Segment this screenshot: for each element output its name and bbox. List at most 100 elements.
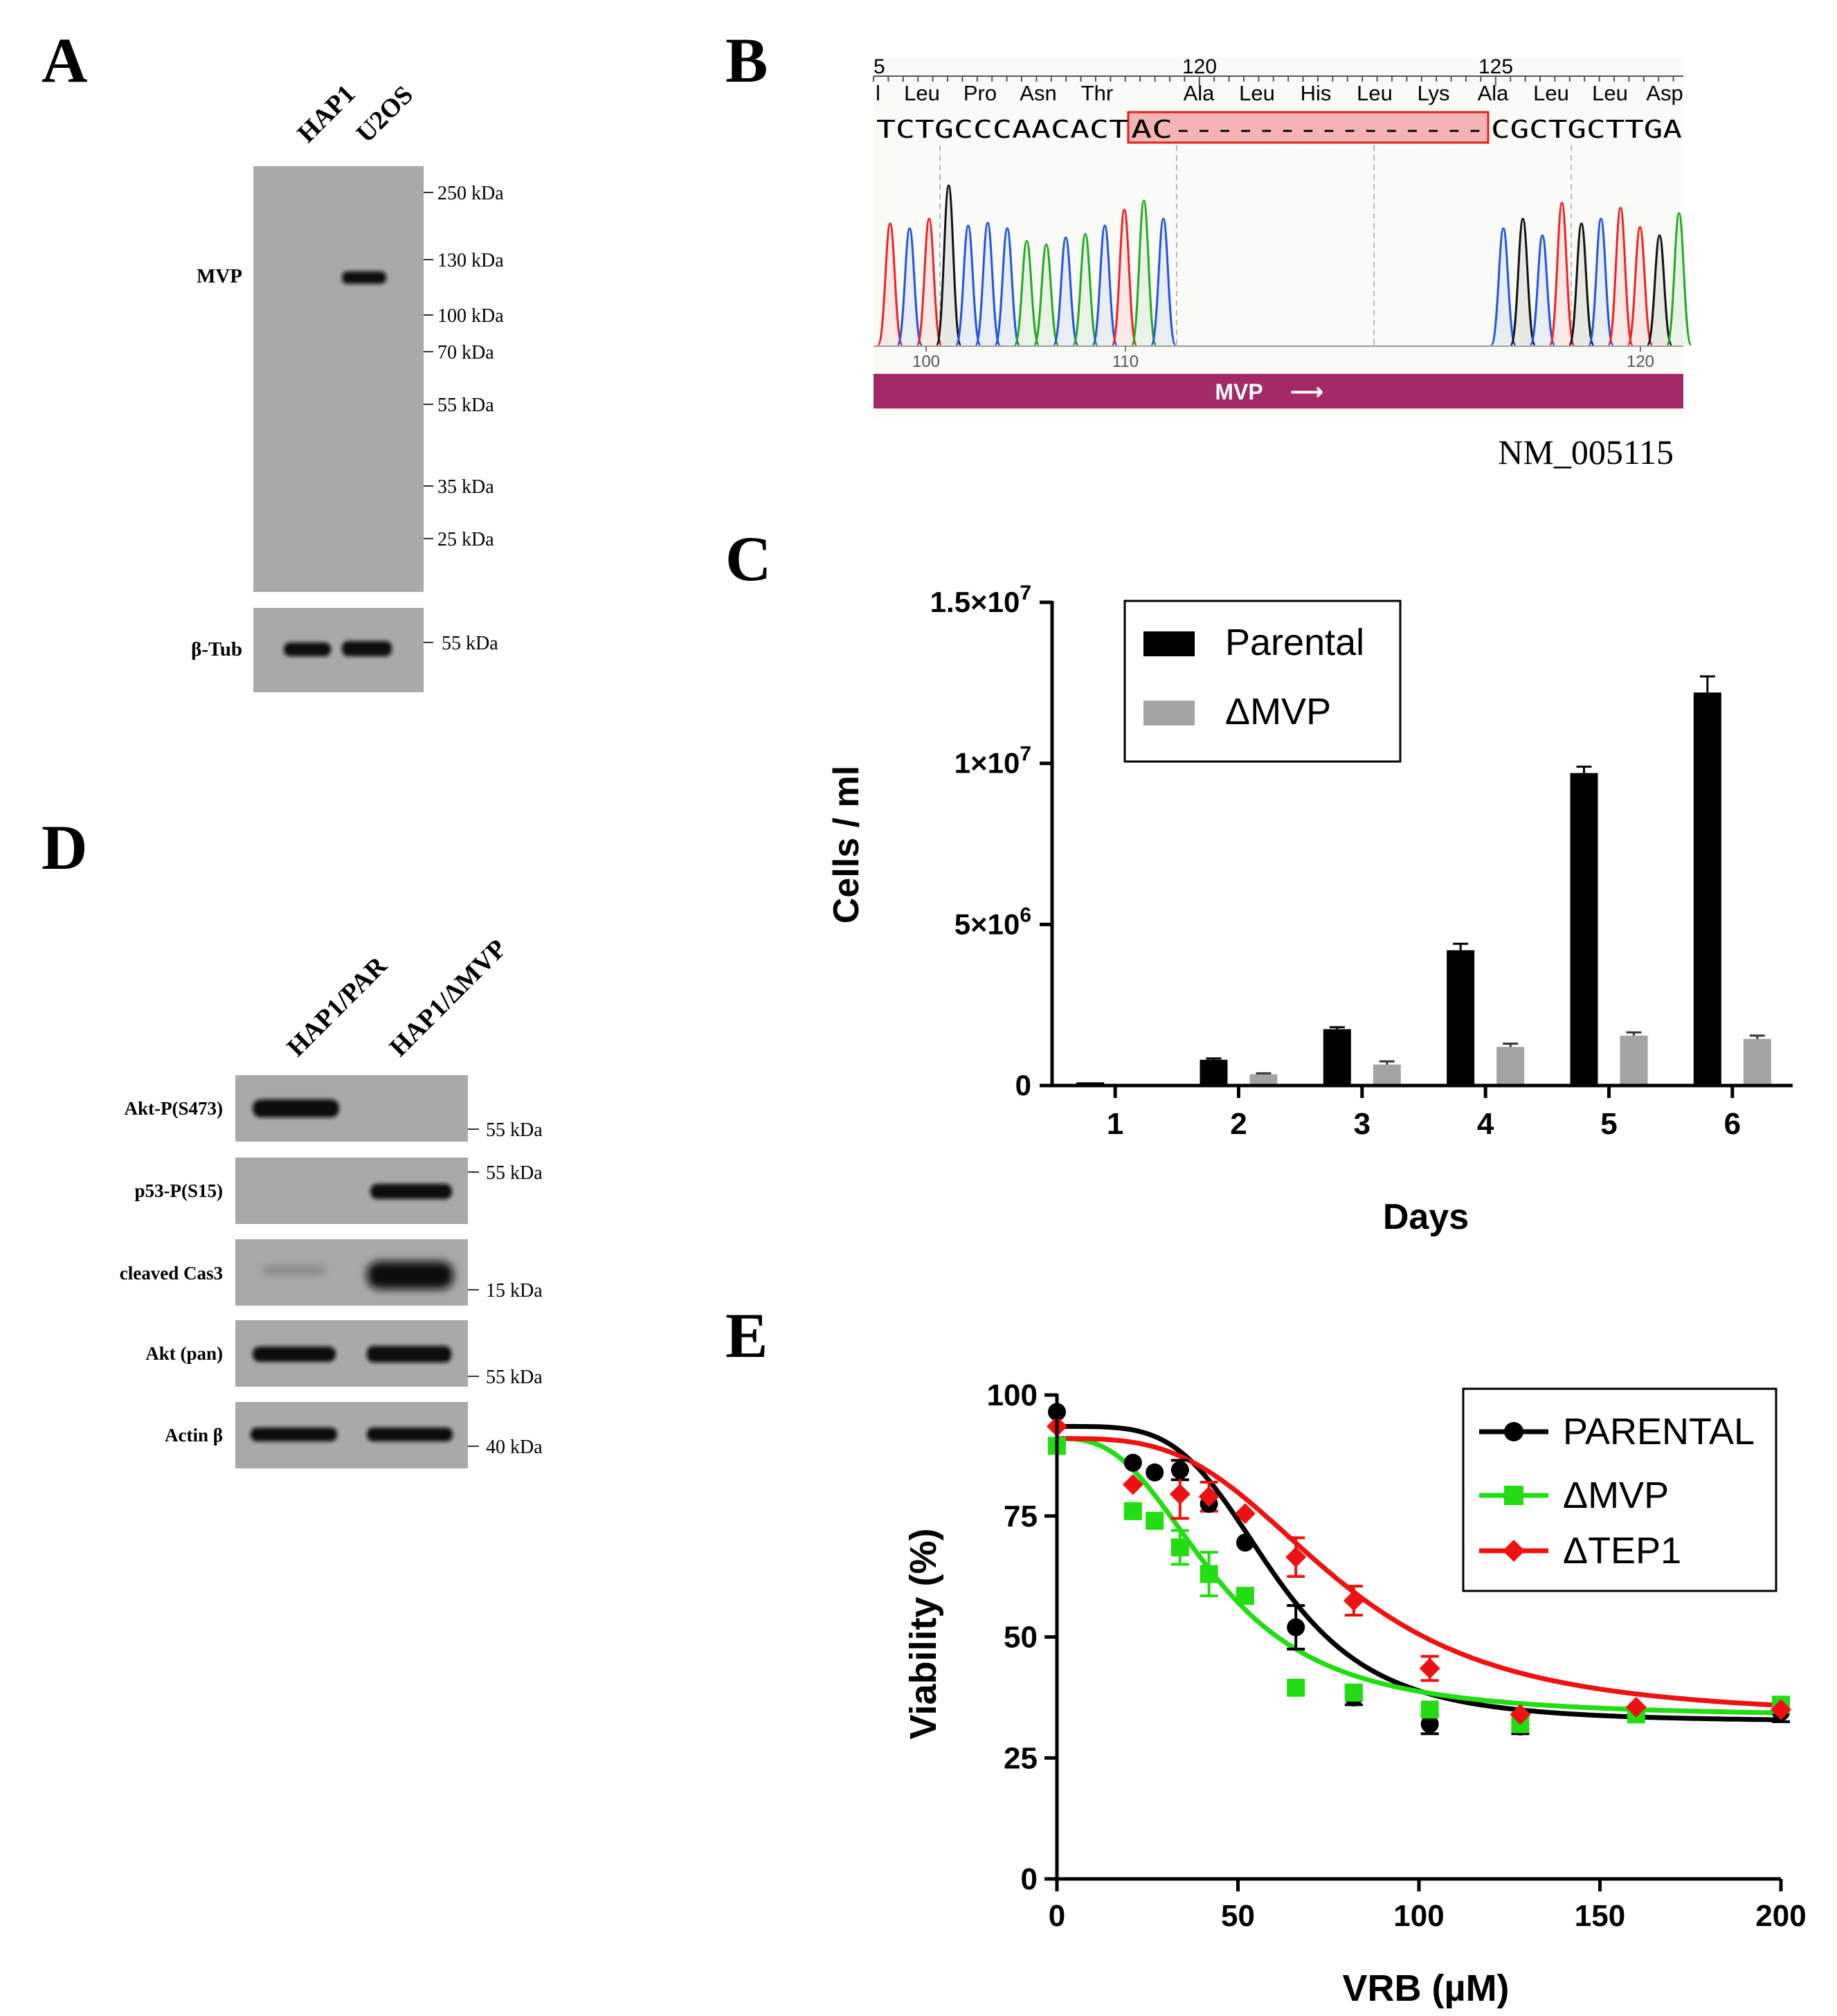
- amino-acid: His: [1301, 81, 1332, 105]
- trace-tick-110: 110: [1112, 352, 1139, 371]
- amino-acid: Pro: [963, 81, 997, 105]
- chart-c-y-tick-label: 0: [1015, 1069, 1031, 1101]
- amino-acid: Thr: [1081, 81, 1114, 105]
- blot-membrane-main: [253, 166, 424, 592]
- point-parental: [1287, 1618, 1305, 1637]
- panel-a-blot: HAP1 U2OS MVP β-Tub 250 kDa 130 kDa 100 kD…: [191, 80, 504, 692]
- trace-peak: [975, 222, 1001, 346]
- amino-acid: Leu: [904, 81, 940, 105]
- chart-c-bars: [1076, 692, 1771, 1086]
- trace-peak: [935, 184, 962, 346]
- chart-c-axes: [1050, 601, 1793, 1088]
- point-dmvp: [1146, 1511, 1164, 1530]
- dashed-guides: [939, 145, 1572, 346]
- marker-label-a: 100 kDa: [437, 305, 504, 327]
- trace-peak: [1529, 234, 1556, 346]
- point-dtep1: [1234, 1503, 1256, 1524]
- amino-acid: Ala: [1478, 81, 1510, 105]
- trace-peak: [954, 224, 981, 346]
- trace-peak: [1646, 234, 1673, 346]
- amino-acid: Leu: [1239, 81, 1275, 105]
- panel-letter-b: B: [725, 25, 768, 96]
- trace-peak: [1665, 212, 1692, 346]
- band-akt-pan-dmvp: [367, 1346, 451, 1362]
- panel-letter-e: E: [725, 1300, 768, 1371]
- chart-e-x-tick-label: 150: [1575, 1899, 1625, 1933]
- bar-parental-day4: [1447, 950, 1475, 1086]
- amino-acid: Ala: [1184, 81, 1215, 105]
- chart-c-x-tick-label: 6: [1724, 1107, 1741, 1141]
- marker-label-a: 250 kDa: [437, 183, 504, 204]
- band-cas3-dmvp: [367, 1261, 453, 1289]
- chart-e-x-tick-label: 50: [1221, 1899, 1255, 1933]
- point-dtep1: [1510, 1704, 1531, 1725]
- chart-c-x-tick-label: 4: [1477, 1107, 1494, 1141]
- point-parental: [1146, 1463, 1164, 1482]
- chart-e-fit-curves: [1057, 1423, 1782, 1722]
- row-label-p53-p: p53-P(S15): [135, 1180, 224, 1201]
- protein-label-mvp: MVP: [197, 265, 242, 287]
- point-dmvp: [1287, 1678, 1305, 1697]
- ruler-number-5: 5: [874, 55, 885, 78]
- bar-dmvp-day4: [1496, 1047, 1525, 1086]
- chart-c-ylabel: Cells / ml: [826, 766, 867, 924]
- point-dtep1: [1285, 1547, 1307, 1568]
- chart-c-y-tick-label: 1.5×107: [930, 582, 1031, 618]
- band-actin-par: [251, 1428, 337, 1441]
- ruler-number-120: 120: [1182, 55, 1217, 78]
- chart-e-y-tick-label: 0: [1021, 1862, 1038, 1896]
- trace-peak: [1111, 208, 1138, 346]
- band-cas3-par-faint: [263, 1267, 325, 1274]
- chart-e-x-tick-label: 0: [1049, 1899, 1065, 1933]
- amino-acid: Lys: [1417, 81, 1449, 105]
- lane-label-hap1-dmvp: HAP1/ΔMVP: [384, 934, 512, 1062]
- trace-peak: [1627, 226, 1654, 346]
- chart-e-y-tick-label: 100: [987, 1378, 1038, 1412]
- legend-swatch-parental: [1143, 631, 1195, 656]
- band-akt-p-par: [253, 1099, 339, 1117]
- trace-ticks: [925, 346, 1641, 352]
- bar-parental-day5: [1570, 773, 1598, 1086]
- ruler-ticks: [873, 76, 1674, 86]
- chart-c-error-bars: [1206, 675, 1765, 1074]
- chart-e-ylabel: Viability (%): [903, 1528, 944, 1739]
- marker-label-a: 55 kDa: [437, 395, 494, 416]
- row-label-akt-pan: Akt (pan): [145, 1343, 223, 1364]
- bar-parental-day2: [1200, 1059, 1228, 1086]
- point-dtep1: [1198, 1486, 1220, 1507]
- protein-label-tub: β-Tub: [191, 638, 242, 660]
- marker-ladder-a: 250 kDa 130 kDa 100 kDa 70 kDa 55 kDa 35 kDa 2…: [424, 183, 504, 654]
- fit-curve-square: [1057, 1436, 1782, 1716]
- sequence-left: TCTGCCCAACACT: [876, 116, 1128, 144]
- amino-acid: Leu: [1533, 81, 1569, 105]
- point-dmvp: [1123, 1502, 1142, 1520]
- trace-peak: [1490, 227, 1517, 346]
- lane-label-hap1-par: HAP1/PAR: [282, 951, 393, 1062]
- band-p53-p-dmvp: [370, 1184, 452, 1199]
- trace-peak: [994, 227, 1021, 346]
- chart-c-x-tick-label: 3: [1354, 1107, 1370, 1141]
- trace-peak: [896, 227, 923, 346]
- amino-acid: Asp: [1646, 81, 1683, 105]
- marker-label-a: 70 kDa: [437, 342, 494, 363]
- trace-peak: [1607, 206, 1634, 346]
- bar-dmvp-day5: [1620, 1035, 1648, 1086]
- bar-parental-day3: [1323, 1029, 1351, 1086]
- marker-label-d-3: 55 kDa: [486, 1367, 543, 1388]
- marker-label-a: 130 kDa: [437, 250, 504, 271]
- chart-e-legend: PARENTAL ΔMVP ΔTEP1: [1462, 1387, 1777, 1592]
- panel-letter-c: C: [725, 523, 771, 594]
- chart-c-y-ticks: 0 5×106 1×107 1.5×107: [930, 582, 1052, 1101]
- point-dtep1: [1343, 1590, 1364, 1612]
- legend-swatch-dmvp: [1143, 701, 1195, 726]
- trace-peak: [1588, 217, 1614, 346]
- point-parental: [1123, 1453, 1142, 1472]
- marker-label-a: 25 kDa: [437, 529, 494, 550]
- lane-label-u2os: U2OS: [351, 80, 419, 148]
- row-label-actin: Actin β: [165, 1425, 223, 1446]
- trace-peak: [1033, 243, 1060, 346]
- amino-acid-row: l Leu Pro Asn Thr Ala Leu His Leu Lys Ala Leu Leu Asp: [876, 81, 1683, 105]
- marker-label-d-1: 55 kDa: [486, 1162, 543, 1184]
- marker-label-d-0: 55 kDa: [486, 1119, 543, 1141]
- chart-c-x-tick-label: 2: [1230, 1107, 1247, 1141]
